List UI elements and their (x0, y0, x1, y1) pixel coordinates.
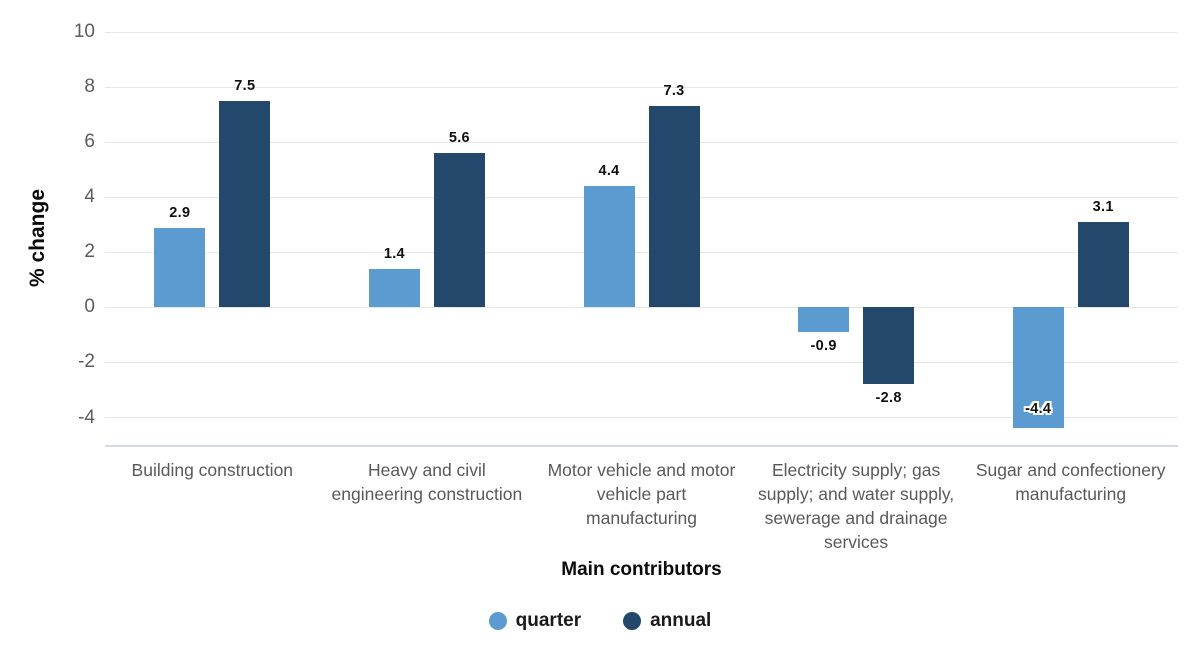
legend-label: quarter (515, 610, 582, 631)
x-axis-line (105, 445, 1178, 447)
bar-quarter[interactable] (583, 186, 635, 308)
y-tick-label: 8 (84, 76, 95, 98)
category-label: Heavy and civil engineering construction (331, 460, 523, 504)
category-label: Electricity supply; gas supply; and wate… (757, 460, 955, 552)
bar-quarter[interactable] (798, 307, 850, 333)
gridline (105, 251, 1178, 253)
data-label: -2.8 (875, 390, 902, 407)
y-tick-label: 4 (84, 186, 95, 208)
bar-annual[interactable] (648, 106, 700, 308)
y-tick-label: 10 (73, 21, 95, 42)
legend-item-annual[interactable]: annual (623, 610, 711, 632)
gridline (105, 196, 1178, 198)
data-label: 1.4 (383, 245, 405, 262)
category-label: Sugar and confectionery manufacturing (975, 460, 1166, 504)
y-tick-label: -2 (78, 351, 95, 373)
data-label: 7.5 (234, 77, 256, 94)
bar-quarter[interactable] (154, 227, 206, 308)
gridline (105, 86, 1178, 88)
gridline (105, 31, 1178, 33)
x-axis-title: Main contributors (561, 559, 722, 580)
legend-item-quarter[interactable]: quarter (488, 610, 582, 632)
data-label: 3.1 (1092, 199, 1114, 215)
category-label: Building construction (131, 460, 294, 480)
y-tick-label: 0 (84, 296, 95, 318)
legend: quarter annual (0, 610, 1200, 632)
data-label: 5.6 (448, 130, 470, 147)
category-label: Motor vehicle and motor vehicle part man… (547, 460, 736, 528)
y-tick-label: 6 (84, 131, 95, 153)
gridline (105, 361, 1178, 363)
legend-marker-quarter (488, 612, 507, 630)
bar-annual[interactable] (863, 307, 915, 385)
bar-quarter[interactable] (1012, 307, 1064, 429)
bar-annual[interactable] (219, 100, 271, 308)
data-label: -0.9 (810, 338, 837, 355)
gridline (105, 417, 1178, 418)
data-label: -4.4 (1025, 400, 1052, 417)
data-label: 2.9 (169, 204, 191, 221)
x-axis-category-labels: Building construction Heavy and civil eng… (105, 458, 1178, 554)
bar-quarter[interactable] (368, 268, 420, 308)
gridline (105, 141, 1178, 143)
bar-annual[interactable] (433, 153, 485, 308)
y-tick-label: -4 (78, 406, 95, 428)
legend-label: annual (650, 610, 712, 631)
data-label: 7.3 (663, 83, 685, 100)
legend-marker-annual (623, 612, 642, 630)
y-tick-label: 2 (84, 241, 95, 263)
data-label: 4.4 (598, 163, 620, 180)
gridline (105, 306, 1178, 308)
bar-annual[interactable] (1077, 222, 1129, 308)
